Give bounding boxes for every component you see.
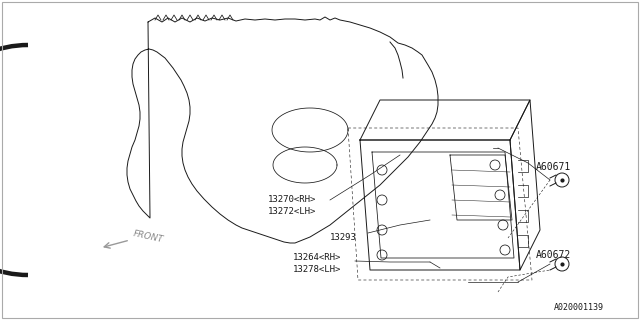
Text: A60672: A60672 (536, 250, 572, 260)
Text: FRONT: FRONT (132, 229, 164, 244)
Text: 13293: 13293 (330, 234, 357, 243)
Text: A020001139: A020001139 (554, 303, 604, 313)
Text: 13278<LH>: 13278<LH> (293, 265, 341, 274)
Text: 13272<LH>: 13272<LH> (268, 206, 316, 215)
Text: A60671: A60671 (536, 162, 572, 172)
Text: 13264<RH>: 13264<RH> (293, 253, 341, 262)
Text: 13270<RH>: 13270<RH> (268, 196, 316, 204)
